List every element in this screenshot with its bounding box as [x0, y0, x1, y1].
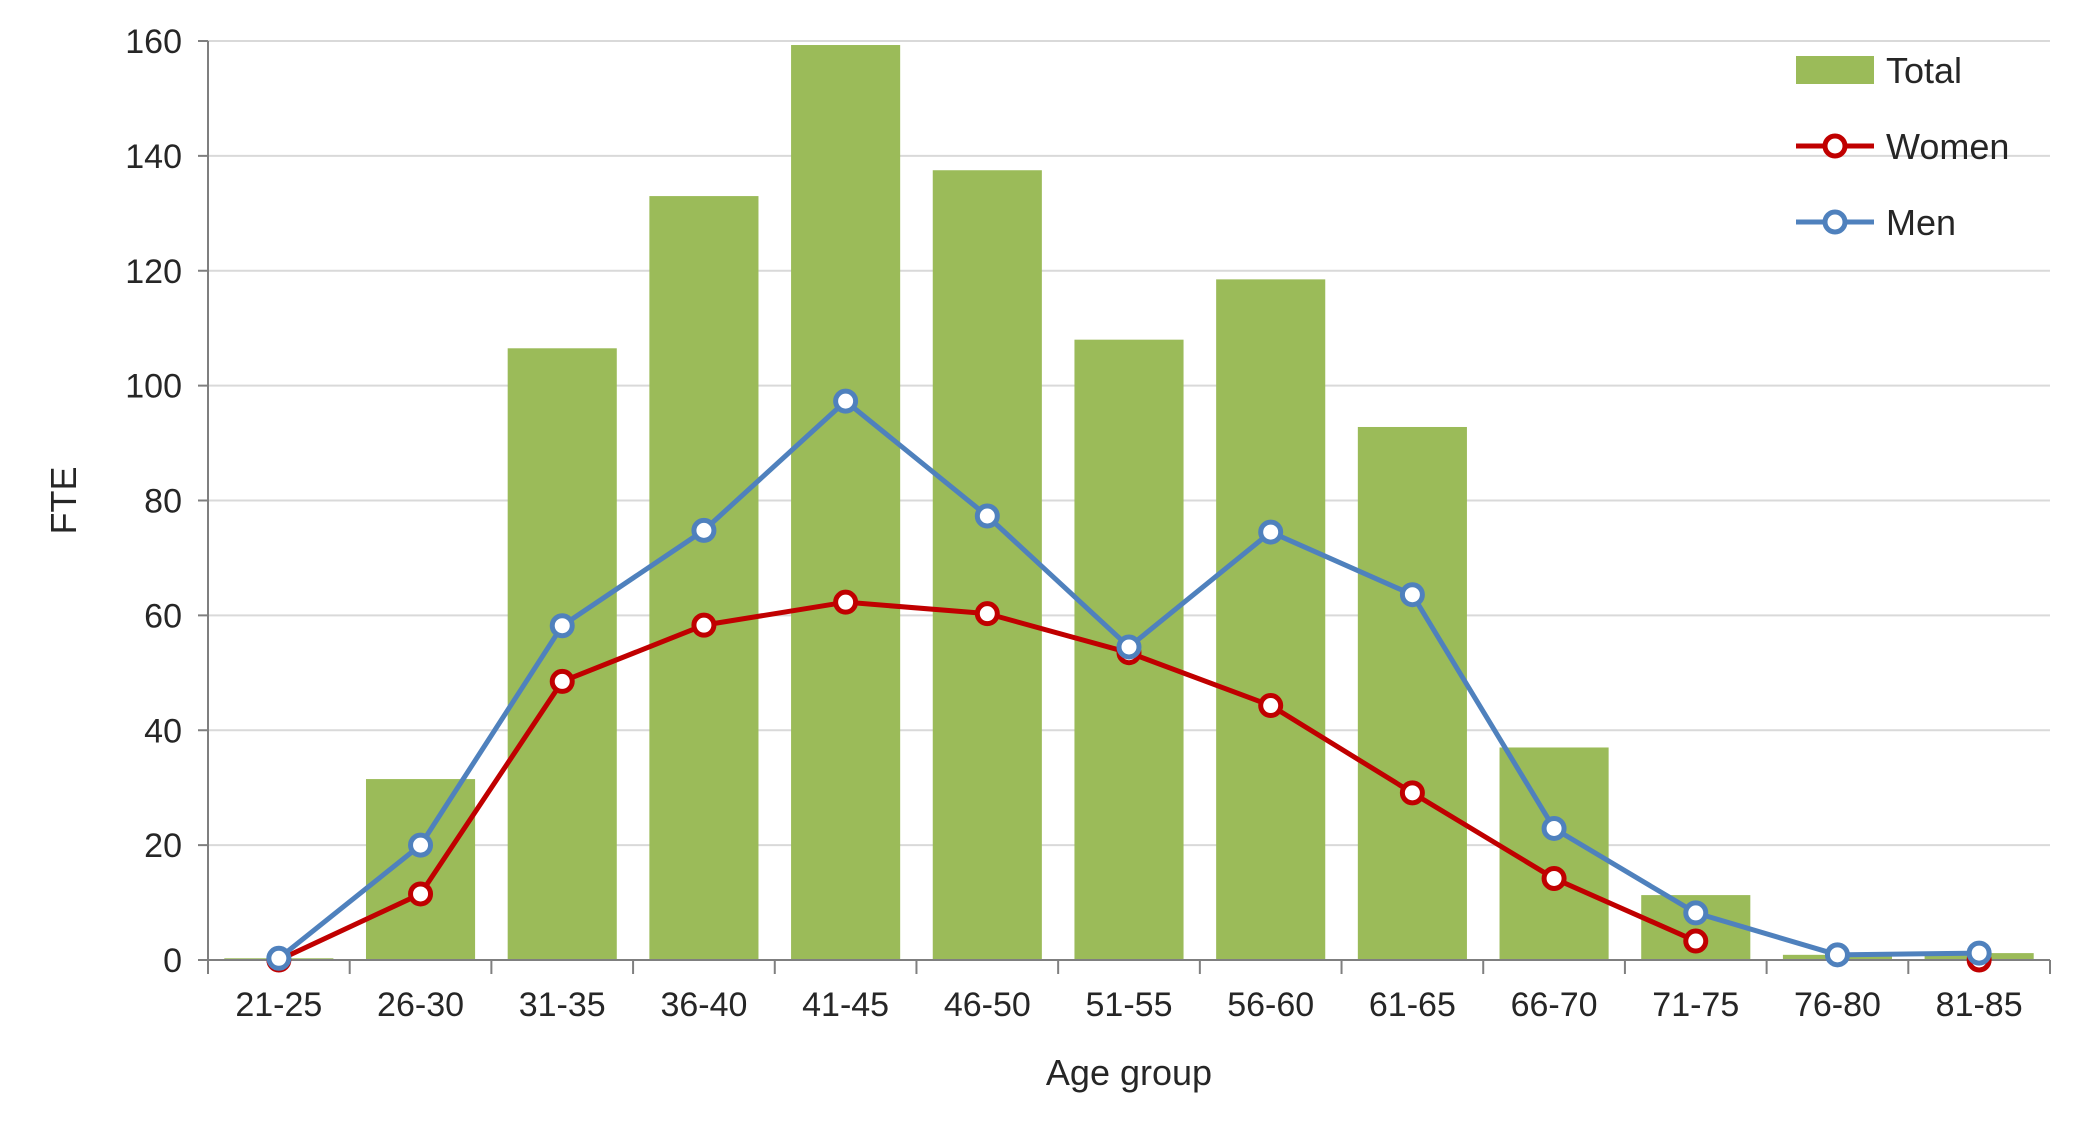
x-tick-label: 71-75 — [1652, 986, 1739, 1024]
x-tick-label: 66-70 — [1511, 986, 1598, 1024]
legend-label-men: Men — [1886, 202, 1956, 243]
x-tick-label: 81-85 — [1936, 986, 2023, 1024]
point-women — [974, 601, 1000, 627]
y-tick-label: 100 — [125, 368, 182, 406]
point-men — [833, 388, 859, 414]
point-women — [408, 881, 434, 907]
x-tick-label: 76-80 — [1794, 986, 1881, 1024]
y-tick-label: 60 — [144, 597, 182, 635]
x-axis-title: Age group — [1046, 1052, 1212, 1093]
x-tick-label: 56-60 — [1227, 986, 1314, 1024]
y-tick-label: 20 — [144, 827, 182, 865]
x-tick-label: 41-45 — [802, 986, 889, 1024]
x-tick-label: 21-25 — [235, 986, 322, 1024]
x-tick-label: 36-40 — [660, 986, 747, 1024]
bar-total — [1357, 426, 1467, 961]
y-tick-label: 40 — [144, 712, 182, 750]
bar-total — [791, 45, 901, 960]
point-men — [266, 945, 292, 971]
legend-label-total: Total — [1886, 50, 1962, 91]
tick-labels: 0 20 40 60 80 100 120 140 160 21-25 26-30 31-35 36-4… — [125, 23, 2022, 1024]
y-tick-label: 160 — [125, 23, 182, 61]
point-men — [1399, 582, 1425, 608]
point-men — [1541, 815, 1567, 841]
bar-total — [932, 170, 1042, 960]
y-axis-title: FTE — [43, 467, 84, 535]
y-tick-label: 140 — [125, 138, 182, 176]
line-series — [266, 388, 1992, 973]
x-tick-label: 26-30 — [377, 986, 464, 1024]
y-tick-label: 0 — [163, 942, 182, 980]
point-women — [691, 612, 717, 638]
x-tick-label: 46-50 — [944, 986, 1031, 1024]
bar-total — [1216, 279, 1326, 961]
x-tick-label: 31-35 — [519, 986, 606, 1024]
point-women — [1399, 780, 1425, 806]
bar-total — [507, 348, 617, 960]
point-women — [1683, 928, 1709, 954]
point-women — [1541, 865, 1567, 891]
y-tick-label: 80 — [144, 483, 182, 521]
point-men — [1258, 519, 1284, 545]
legend: Total Women Men — [1796, 50, 2009, 243]
point-women — [833, 589, 859, 615]
legend-marker-women — [1822, 133, 1848, 159]
point-women — [549, 668, 575, 694]
point-men — [1683, 900, 1709, 926]
bar-total — [649, 196, 759, 961]
x-tick-label: 51-55 — [1086, 986, 1173, 1024]
axes — [198, 40, 2051, 974]
point-men — [1966, 940, 1992, 966]
y-tick-label: 120 — [125, 253, 182, 291]
point-men — [1824, 942, 1850, 968]
bar-total — [365, 779, 476, 960]
legend-label-women: Women — [1886, 126, 2009, 167]
point-men — [691, 517, 717, 543]
point-men — [1116, 634, 1142, 660]
point-men — [408, 832, 434, 858]
legend-marker-men — [1822, 209, 1848, 235]
x-tick-label: 61-65 — [1369, 986, 1456, 1024]
point-women — [1258, 693, 1284, 719]
legend-swatch-total — [1796, 56, 1874, 84]
bar-series-total — [224, 45, 2034, 961]
point-men — [974, 503, 1000, 529]
point-men — [549, 613, 575, 639]
